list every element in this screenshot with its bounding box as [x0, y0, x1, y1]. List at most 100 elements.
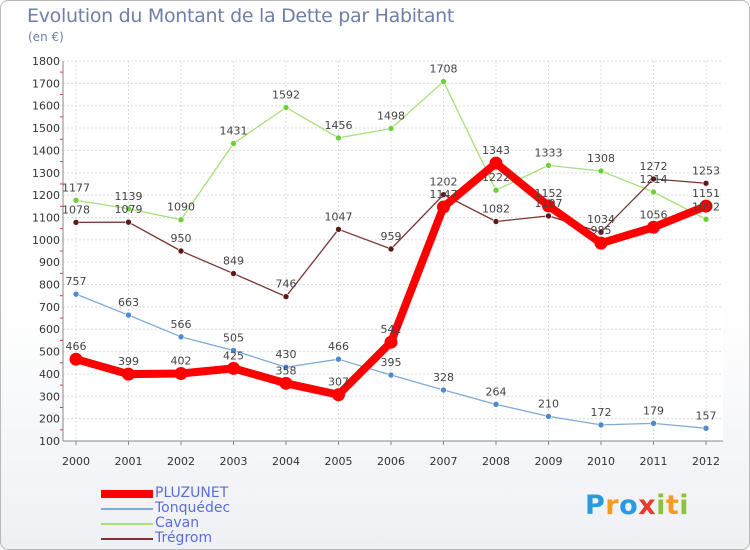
y-tick-label: 1200 [32, 189, 60, 202]
data-label: 1343 [482, 144, 510, 157]
data-label: 466 [328, 340, 349, 353]
data-point [702, 424, 710, 432]
series [69, 78, 713, 432]
data-label: 358 [276, 364, 297, 377]
data-point [440, 78, 447, 85]
legend-swatch [101, 507, 153, 510]
x-tick-label: 2005 [325, 455, 353, 468]
y-tick-label: 700 [39, 301, 60, 314]
data-label: 505 [223, 331, 244, 344]
y-tick-label: 1400 [32, 144, 60, 157]
data-label: 959 [381, 230, 402, 243]
logo-letter: x [638, 490, 657, 521]
y-tick-label: 1300 [32, 167, 60, 180]
x-tick-label: 2009 [535, 455, 563, 468]
y-tick-label: 1000 [32, 234, 60, 247]
data-label: 1431 [220, 124, 248, 137]
data-point [125, 311, 132, 319]
data-label: 663 [118, 296, 139, 309]
data-label: 399 [118, 355, 139, 368]
data-point [597, 421, 605, 429]
data-label: 1047 [325, 210, 353, 223]
logo-letter: i [679, 490, 690, 521]
x-tick-label: 2001 [115, 455, 143, 468]
data-labels: 466 399 402 425 358 307 542 1147 1343 1152 985 1056… [62, 63, 720, 423]
data-point [177, 247, 185, 255]
y-tick-label: 1500 [32, 122, 60, 135]
data-label: 746 [276, 278, 297, 291]
x-tick-label: 2007 [430, 455, 458, 468]
data-label: 425 [223, 349, 244, 362]
data-label: 430 [276, 348, 297, 361]
data-point [282, 293, 290, 300]
data-point [282, 363, 290, 371]
data-label: 395 [381, 356, 402, 369]
data-point [387, 245, 395, 253]
data-label: 985 [591, 224, 612, 237]
data-point [125, 205, 132, 213]
data-point [332, 388, 345, 402]
data-label: 307 [328, 376, 349, 389]
data-label: 1151 [692, 187, 720, 200]
data-point [650, 175, 657, 183]
data-label: 328 [433, 371, 454, 384]
data-label: 1333 [535, 146, 563, 159]
data-point [177, 216, 185, 224]
y-tick-label: 900 [39, 256, 60, 269]
data-label: 1034 [587, 213, 615, 226]
data-label: 1107 [535, 197, 563, 210]
data-point [230, 140, 237, 147]
x-tick-label: 2000 [62, 455, 90, 468]
data-label: 1202 [430, 176, 458, 189]
data-label: 402 [171, 354, 192, 367]
data-label: 1079 [115, 203, 143, 216]
proxiti-logo: Proxiti [585, 490, 689, 521]
x-tick-label: 2010 [587, 455, 615, 468]
chart-subtitle: (en €) [28, 30, 64, 44]
data-label: 1092 [692, 200, 720, 213]
data-label: 1147 [430, 188, 458, 201]
y-tick-label: 800 [39, 279, 60, 292]
data-point [647, 220, 660, 234]
x-tick-label: 2002 [167, 455, 195, 468]
data-label: 1177 [62, 181, 90, 194]
y-tick-label: 1600 [32, 100, 60, 113]
data-point [492, 218, 500, 225]
data-label: 157 [696, 409, 717, 422]
x-tick-label: 2006 [377, 455, 405, 468]
data-label: 1456 [325, 119, 353, 132]
data-point [174, 366, 188, 380]
legend-item: Tonquédec [101, 501, 230, 516]
logo-letter: P [585, 490, 606, 521]
legend-label: Tonquédec [155, 500, 231, 516]
data-point [282, 104, 290, 111]
legend-label: Cavan [155, 515, 200, 531]
data-point [279, 376, 293, 390]
data-label: 1056 [640, 208, 668, 221]
legend-item: Cavan [101, 516, 230, 531]
data-point [492, 186, 500, 194]
data-point [230, 347, 237, 354]
data-label: 1308 [587, 152, 615, 165]
data-point [387, 371, 395, 379]
data-label: 1708 [430, 63, 458, 76]
data-point [594, 236, 608, 250]
data-point [335, 355, 342, 363]
data-label: 757 [66, 275, 87, 288]
data-label: 1222 [482, 171, 510, 184]
logo-letter: o [619, 490, 639, 521]
data-label: 950 [171, 232, 192, 245]
data-point [72, 196, 80, 204]
data-point [69, 352, 83, 366]
data-label: 542 [381, 323, 402, 336]
x-tick-label: 2008 [482, 455, 510, 468]
data-point [440, 191, 447, 198]
data-point [545, 413, 552, 420]
data-point [702, 215, 710, 223]
y-tick-label: 1700 [32, 77, 60, 90]
data-point [545, 162, 552, 169]
y-tick-label: 1800 [32, 55, 60, 68]
data-label: 1082 [482, 202, 510, 215]
data-point [335, 226, 342, 233]
